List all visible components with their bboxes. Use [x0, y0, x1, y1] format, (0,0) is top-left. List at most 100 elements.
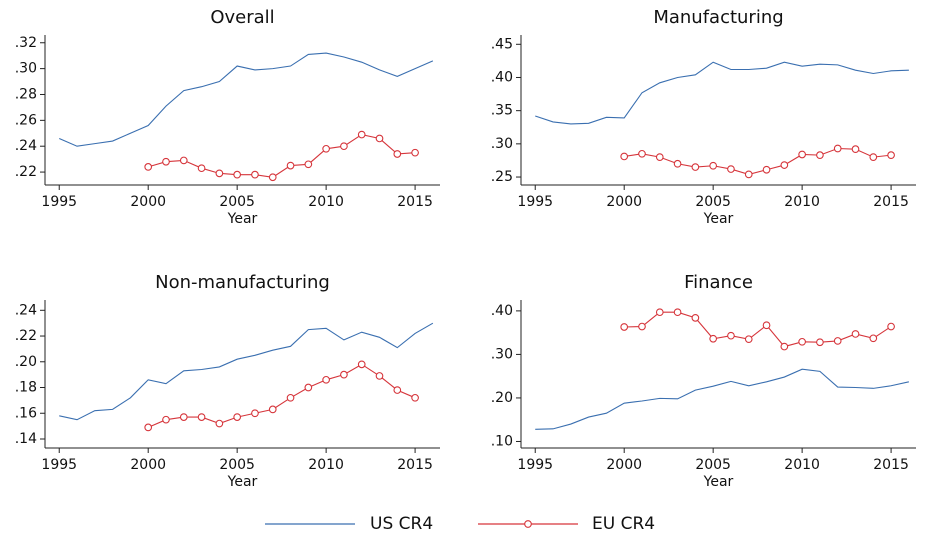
x-tick-label: 2015 — [873, 194, 909, 210]
series-marker — [340, 142, 348, 151]
series-marker — [179, 156, 188, 165]
series-marker — [375, 372, 384, 380]
series-marker — [162, 415, 170, 424]
series-marker — [304, 383, 313, 392]
x-tick-label: 2000 — [606, 194, 642, 210]
series-line — [148, 133, 416, 178]
y-tick-label: .24 — [15, 138, 37, 154]
y-tick-label: .30 — [491, 136, 513, 152]
x-axis-label: Year — [227, 211, 258, 227]
x-tick-label: 2005 — [695, 194, 731, 210]
chart-title: Overall — [210, 7, 274, 28]
series-marker — [144, 163, 153, 171]
y-tick-label: .14 — [15, 431, 37, 447]
x-tick-label: 2010 — [308, 194, 344, 210]
series-marker — [869, 153, 878, 161]
series-marker — [780, 342, 789, 351]
y-tick-label: .18 — [15, 380, 37, 396]
series-marker — [251, 409, 259, 418]
series-marker — [869, 334, 878, 343]
series-marker — [251, 170, 259, 179]
series-marker — [215, 419, 224, 428]
series-marker — [411, 393, 419, 402]
series-marker — [215, 169, 224, 178]
series-marker — [833, 144, 842, 153]
series-marker — [322, 144, 330, 153]
series-line — [535, 61, 909, 125]
series-line — [535, 368, 909, 430]
series-marker — [375, 134, 384, 143]
series-marker — [673, 308, 682, 317]
series-marker — [144, 423, 153, 432]
series-marker — [673, 159, 682, 168]
series-marker — [286, 393, 295, 402]
series-line — [624, 147, 892, 175]
series-marker — [620, 152, 629, 161]
series-marker — [744, 335, 753, 344]
series-marker — [393, 150, 402, 158]
series-marker — [286, 161, 295, 170]
x-tick-label: 2005 — [219, 194, 255, 210]
y-tick-label: .26 — [15, 112, 37, 128]
y-tick-label: .30 — [491, 346, 513, 362]
series-line — [147, 363, 416, 428]
series-marker — [357, 130, 366, 139]
series-marker — [798, 150, 806, 159]
x-tick-label: 2000 — [606, 457, 642, 473]
legend-marker — [524, 520, 532, 528]
series-marker — [780, 161, 789, 169]
x-tick-label: 2010 — [308, 457, 344, 473]
x-tick-label: 2015 — [873, 457, 909, 473]
y-tick-label: .16 — [15, 405, 37, 421]
series-marker — [691, 163, 700, 171]
y-tick-label: .40 — [491, 303, 513, 319]
x-tick-label: 1995 — [41, 194, 77, 210]
series-marker — [727, 165, 735, 173]
series-marker — [638, 149, 646, 158]
y-tick-label: .24 — [15, 302, 37, 318]
y-tick-label: .30 — [15, 61, 37, 77]
series-marker — [887, 151, 895, 159]
x-axis-label: Year — [703, 211, 734, 227]
y-tick-label: .22 — [15, 328, 37, 344]
y-tick-label: .40 — [491, 69, 513, 85]
y-tick-label: .10 — [491, 433, 513, 449]
y-tick-label: .28 — [15, 86, 37, 102]
series-marker — [197, 164, 206, 173]
series-marker — [162, 157, 170, 166]
y-tick-label: .22 — [15, 164, 37, 180]
legend-label: US CR4 — [370, 514, 433, 534]
series-marker — [691, 313, 700, 322]
x-axis-label: Year — [703, 474, 734, 490]
series-marker — [322, 375, 330, 384]
series-marker — [762, 165, 771, 174]
series-marker — [762, 321, 771, 330]
series-marker — [744, 170, 753, 179]
series-marker — [179, 413, 188, 421]
chart-title: Manufacturing — [653, 7, 783, 28]
series-marker — [833, 337, 842, 345]
series-marker — [357, 360, 366, 369]
x-tick-label: 2010 — [784, 457, 820, 473]
y-tick-label: .20 — [15, 354, 37, 370]
x-axis-label: Year — [227, 474, 258, 490]
series-marker — [655, 153, 664, 161]
x-tick-label: 1995 — [41, 457, 77, 473]
series-marker — [655, 308, 664, 317]
y-tick-label: .20 — [491, 390, 513, 406]
x-tick-label: 2005 — [695, 457, 731, 473]
y-tick-label: .35 — [491, 103, 513, 119]
series-marker — [197, 413, 206, 421]
series-line — [624, 311, 892, 348]
y-tick-label: .25 — [491, 169, 513, 185]
chart-title: Finance — [684, 272, 753, 293]
series-marker — [620, 323, 629, 331]
series-marker — [851, 330, 860, 338]
x-tick-label: 1995 — [517, 194, 553, 210]
series-marker — [268, 405, 277, 414]
series-marker — [887, 322, 895, 331]
x-tick-label: 2005 — [219, 457, 255, 473]
y-tick-label: .32 — [15, 35, 37, 51]
series-line — [59, 322, 434, 421]
